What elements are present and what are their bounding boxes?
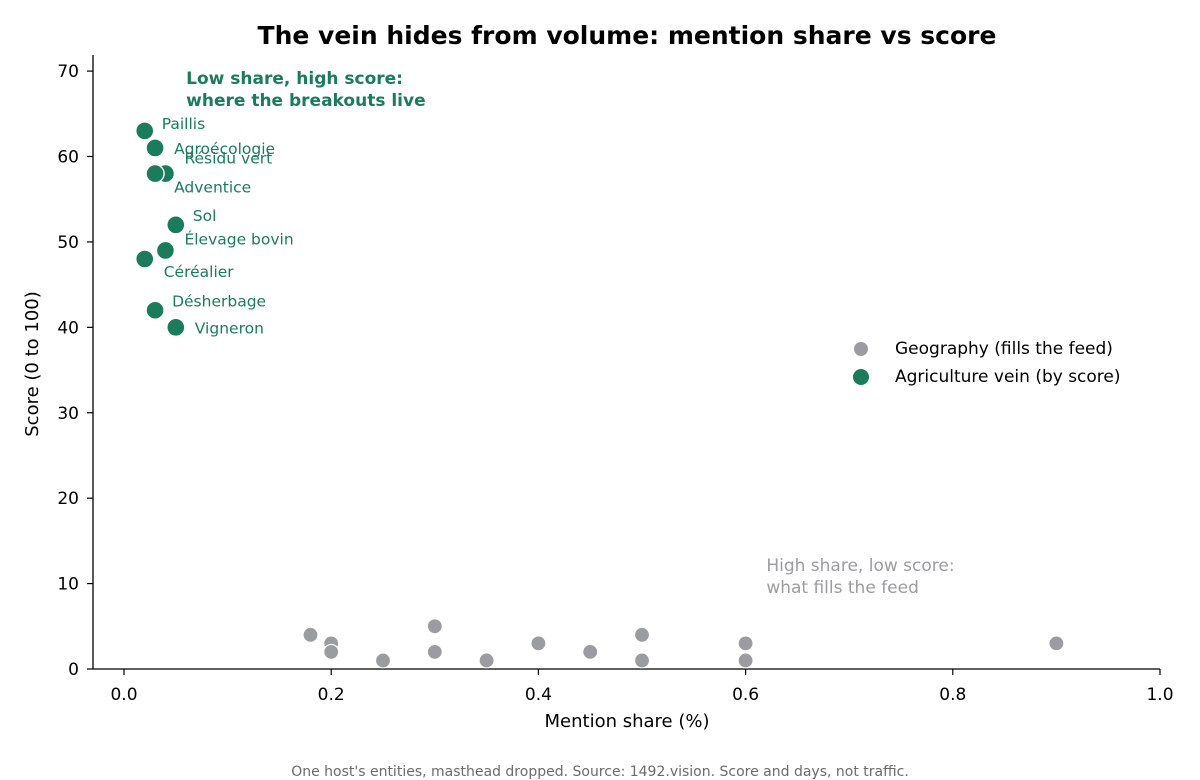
legend-marker-agriculture <box>852 368 870 386</box>
point-label: Résidu vert <box>184 150 272 168</box>
y-ticks: 0 10 20 30 40 50 60 70 <box>57 62 93 680</box>
legend-marker-geography <box>853 341 869 357</box>
geography-point <box>426 618 443 635</box>
x-ticks: 0.0 0.2 0.4 0.6 0.8 1.0 <box>110 669 1174 705</box>
annotation: High share, low score: what fills the fee… <box>766 556 954 598</box>
x-tick-label: 0.8 <box>939 685 966 705</box>
geography-point <box>323 643 340 661</box>
point-label: Désherbage <box>172 292 266 310</box>
geography-point <box>582 643 599 661</box>
agriculture-point <box>135 249 155 269</box>
point-label: Sol <box>193 207 217 225</box>
y-tick-label: 0 <box>68 660 79 680</box>
geography-point <box>633 652 651 669</box>
point-label: Céréalier <box>164 263 235 281</box>
x-tick-label: 0.0 <box>110 685 137 705</box>
x-tick-label: 0.4 <box>525 685 552 705</box>
y-tick-label: 50 <box>57 233 79 253</box>
chart-title: The vein hides from volume: mention shar… <box>258 21 997 50</box>
point-label: Élevage bovin <box>184 229 293 248</box>
annotation-line: where the breakouts live <box>186 91 425 111</box>
point-label: Adventice <box>174 179 251 197</box>
x-tick-label: 1.0 <box>1146 685 1173 705</box>
footnote: One host's entities, masthead dropped. S… <box>291 764 909 780</box>
x-tick-label: 0.6 <box>732 685 759 705</box>
geography-point <box>478 652 495 669</box>
y-tick-label: 10 <box>57 575 79 595</box>
geography-point <box>426 643 443 661</box>
legend: Geography (fills the feed) Agriculture v… <box>852 339 1121 387</box>
y-axis-label: Score (0 to 100) <box>22 291 43 437</box>
agriculture-point <box>145 300 165 320</box>
point-label: Paillis <box>162 115 205 133</box>
point-label: Agroécologie <box>174 140 275 158</box>
annotation: Low share, high score: where the breakout… <box>186 69 425 111</box>
axes: 0.0 0.2 0.4 0.6 0.8 1.0 0 10 20 30 40 50 60 70 <box>57 55 1174 705</box>
point-label: Vigneron <box>195 319 264 337</box>
geography-point <box>737 652 754 669</box>
annotation-line: High share, low score: <box>766 556 954 576</box>
legend-label-agriculture: Agriculture vein (by score) <box>895 367 1121 387</box>
geography-point <box>374 652 392 669</box>
agriculture-point <box>145 138 165 158</box>
x-tick-label: 0.2 <box>318 685 345 705</box>
geography-point <box>302 626 319 643</box>
geography-point <box>1048 635 1065 652</box>
y-tick-label: 40 <box>57 318 79 338</box>
agriculture-point <box>166 317 186 338</box>
agriculture-point <box>145 163 165 184</box>
geography-point <box>530 635 547 652</box>
agriculture-point <box>135 121 155 141</box>
annotation-line: Low share, high score: <box>186 69 403 89</box>
annotations: Low share, high score: where the breakout… <box>186 69 954 598</box>
y-tick-label: 70 <box>57 62 79 82</box>
geography-point <box>633 626 651 643</box>
annotation-line: what fills the feed <box>766 578 919 598</box>
y-tick-label: 60 <box>57 148 79 168</box>
legend-label-geography: Geography (fills the feed) <box>895 339 1113 359</box>
agriculture-point <box>155 240 176 261</box>
y-tick-label: 30 <box>57 404 79 424</box>
y-tick-label: 20 <box>57 489 79 509</box>
geography-point <box>737 635 754 652</box>
data-points <box>135 121 1065 669</box>
agriculture-point <box>166 215 186 235</box>
x-axis-label: Mention share (%) <box>545 711 710 732</box>
